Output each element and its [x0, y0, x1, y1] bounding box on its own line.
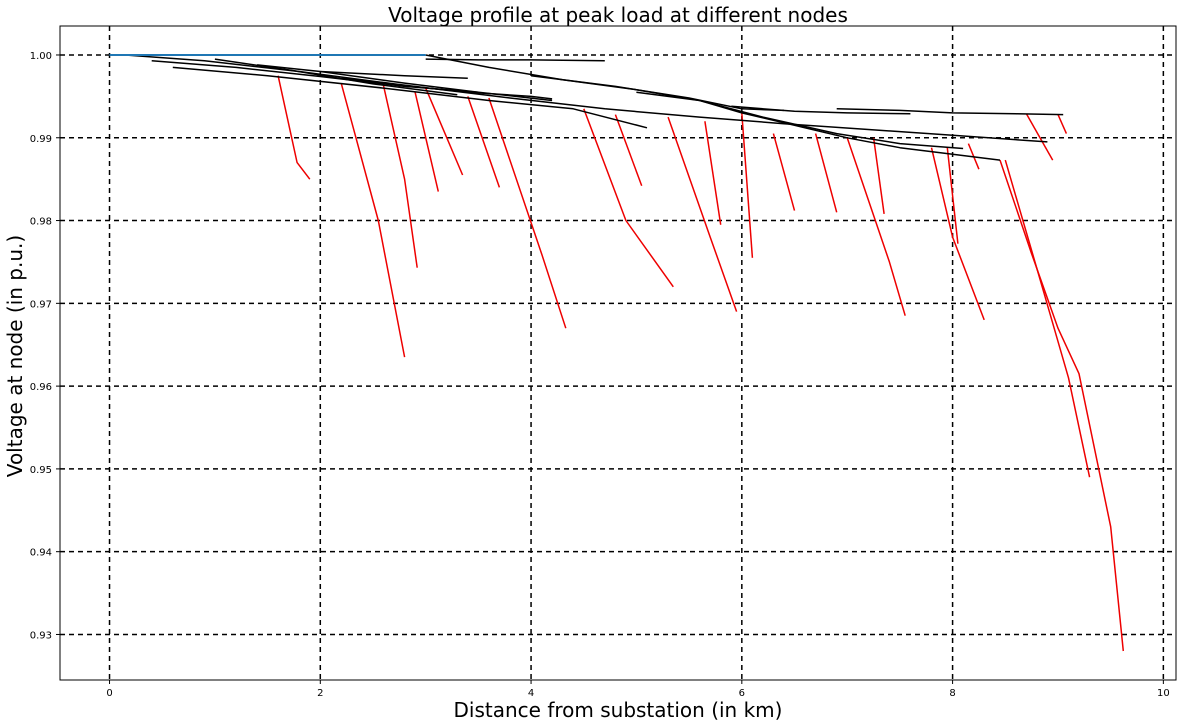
y-axis-label: Voltage at node (in p.u.) — [3, 235, 27, 477]
y-axis-ticks: 0.93 0.94 0.95 0.96 0.97 0.98 0.99 1.00 — [30, 51, 60, 641]
lateral-series-line — [425, 87, 464, 176]
lateral-series-line — [467, 96, 501, 188]
lateral-series-line — [382, 85, 418, 268]
series-lines — [109, 54, 1125, 652]
feeder-series-line — [257, 64, 468, 79]
lateral-series-line — [583, 108, 674, 288]
feeder-series-line — [320, 70, 553, 102]
lateral-series-line — [772, 133, 796, 211]
y-tick-label: 0.96 — [30, 382, 52, 393]
x-tick-label: 10 — [1157, 688, 1170, 699]
y-tick-label: 0.95 — [30, 465, 52, 476]
feeder-series-line — [425, 58, 605, 62]
lateral-series-line — [1057, 114, 1068, 134]
feeder-series-line — [425, 54, 1001, 161]
y-tick-label: 1.00 — [30, 51, 52, 62]
lateral-series-line — [667, 116, 738, 312]
lateral-series-line — [614, 114, 643, 187]
x-tick-label: 6 — [739, 688, 745, 699]
y-tick-label: 0.98 — [30, 217, 52, 228]
y-tick-label: 0.93 — [30, 630, 52, 641]
lateral-series-line — [1025, 113, 1054, 161]
y-tick-label: 0.97 — [30, 299, 52, 310]
y-tick-label: 0.99 — [30, 134, 52, 145]
lateral-series-line — [814, 133, 838, 213]
lateral-series-line — [1004, 159, 1091, 478]
x-tick-label: 0 — [106, 688, 112, 699]
x-tick-label: 2 — [317, 688, 323, 699]
lateral-series-line — [999, 159, 1125, 652]
feeder-series-line — [125, 54, 1048, 143]
feeder-series-line — [836, 108, 1064, 116]
lateral-series-line — [872, 137, 885, 215]
grid-lines — [60, 26, 1176, 680]
lateral-series-line — [488, 97, 567, 329]
y-tick-label: 0.94 — [30, 548, 52, 559]
lateral-series-line — [946, 147, 959, 244]
feeder-series-line — [531, 74, 785, 112]
lateral-series-line — [846, 137, 906, 316]
feeder-series-line — [172, 66, 648, 129]
lateral-series-line — [930, 147, 985, 321]
plot-frame — [59, 25, 1177, 681]
lateral-series-line — [414, 92, 440, 192]
feeder-series-line — [214, 58, 458, 96]
feeder-series-line — [636, 91, 964, 150]
x-tick-label: 8 — [949, 688, 955, 699]
lateral-series-line — [277, 75, 311, 180]
x-axis-ticks: 0 2 4 6 8 10 — [106, 680, 1170, 699]
x-axis-label: Distance from substation (in km) — [454, 698, 783, 722]
feeder-series-line — [731, 105, 911, 115]
chart-title: Voltage profile at peak load at differen… — [388, 3, 848, 27]
lateral-series-line — [340, 83, 406, 358]
lateral-series-line — [741, 112, 754, 258]
x-tick-label: 4 — [528, 688, 534, 699]
feeder-series-line — [341, 77, 553, 100]
lateral-series-line — [704, 121, 722, 225]
